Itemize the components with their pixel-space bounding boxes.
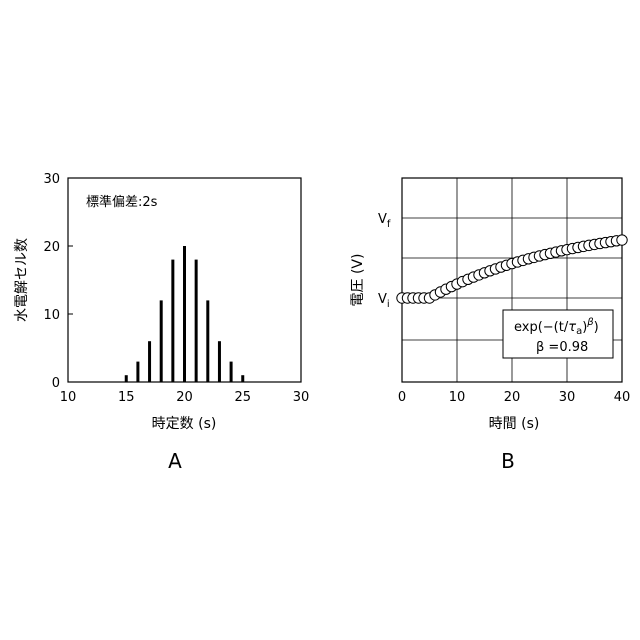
chart-b-x-tick-label: 0 (398, 390, 406, 405)
chart-a-y-tick-label: 0 (52, 376, 60, 391)
chart-b-y-tick-label: Vi (378, 292, 390, 310)
chart-b-x-tick-label: 20 (504, 390, 521, 405)
chart-a-x-axis-label: 時定数 (s) (152, 416, 217, 432)
chart-b-x-tick-label: 10 (449, 390, 466, 405)
chart-b-y-tick-label: Vf (378, 212, 391, 230)
chart-a-x-tick-label: 20 (176, 390, 193, 405)
chart-a-y-tick-label: 30 (43, 172, 60, 187)
chart-b-formula: exp(−(t/τa)β) (514, 317, 599, 337)
chart-a-y-axis-label: 水電解セル数 (14, 238, 30, 322)
chart-b-x-tick-label: 40 (614, 390, 631, 405)
chart-a-bar (218, 341, 221, 382)
chart-a-bar (183, 246, 186, 382)
chart-a-panel-label: A (168, 449, 182, 473)
chart-a-x-tick-label: 15 (118, 390, 135, 405)
chart-a: 1015202530 0102030 標準偏差:2s 時定数 (s) 水電解セル… (14, 172, 309, 473)
chart-a-bar (195, 260, 198, 382)
chart-a-x-tick-label: 10 (60, 390, 77, 405)
formula-prefix: exp(−(t/ (514, 320, 569, 335)
formula-end: ) (594, 320, 599, 335)
chart-a-bar (148, 341, 151, 382)
chart-a-y-tick-label: 10 (43, 308, 60, 323)
chart-a-x-tick-label: 25 (234, 390, 251, 405)
chart-a-bar (160, 300, 163, 382)
chart-a-x-tick-label: 30 (293, 390, 310, 405)
chart-b-x-tick-label: 30 (559, 390, 576, 405)
chart-a-bar (230, 362, 233, 382)
formula-tau: τ (568, 320, 576, 335)
chart-b: 0 10 20 30 40 Vf Vi exp(−(t/τa)β) β =0.98 時間 … (350, 178, 630, 473)
chart-b-point (617, 235, 627, 245)
chart-a-annotation: 標準偏差:2s (86, 194, 158, 210)
chart-b-beta-value: β =0.98 (536, 340, 588, 355)
chart-b-y-axis-label: 電圧 (V) (350, 254, 366, 307)
chart-a-bar (206, 300, 209, 382)
chart-b-panel-label: B (501, 449, 515, 473)
chart-a-y-tick-label: 20 (43, 240, 60, 255)
chart-b-x-axis-label: 時間 (s) (489, 416, 540, 432)
chart-a-bar (136, 362, 139, 382)
chart-a-bar (171, 260, 174, 382)
